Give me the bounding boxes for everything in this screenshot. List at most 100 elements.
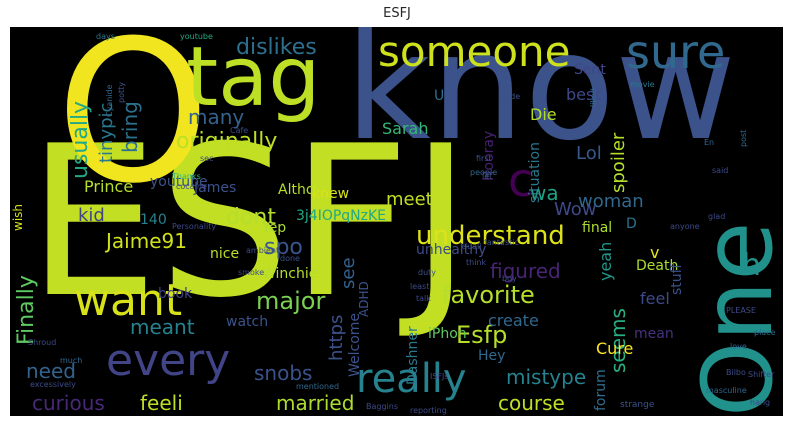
word: ESFJ bbox=[27, 102, 472, 344]
word: Sent bbox=[574, 62, 606, 78]
word: v bbox=[650, 243, 660, 262]
word: Dashner bbox=[405, 326, 421, 385]
word: h bbox=[742, 248, 762, 283]
word: feeli bbox=[140, 391, 183, 415]
word: wa bbox=[530, 181, 559, 205]
word: sure bbox=[626, 27, 726, 79]
word: Baggins bbox=[366, 402, 399, 411]
word: post bbox=[739, 129, 748, 147]
word: glad bbox=[708, 212, 726, 221]
word: PLEASE bbox=[726, 306, 756, 315]
word: mentioned bbox=[296, 382, 340, 391]
word: reporting bbox=[410, 406, 447, 415]
word: best bbox=[566, 85, 601, 104]
word: Hey bbox=[478, 348, 506, 364]
word: favorite bbox=[442, 281, 535, 309]
word: Bilbo bbox=[726, 368, 746, 377]
word: love bbox=[730, 342, 747, 351]
word: iPhon bbox=[428, 326, 467, 342]
word: anyone bbox=[670, 222, 700, 231]
word: situation bbox=[527, 142, 543, 203]
word: youtube bbox=[150, 174, 208, 190]
word: forum bbox=[593, 369, 609, 411]
word: strange bbox=[620, 400, 655, 410]
word: Sarah bbox=[382, 119, 429, 138]
word: first bbox=[476, 154, 492, 163]
word: meet bbox=[386, 189, 433, 210]
word: married bbox=[276, 391, 355, 415]
word: kid bbox=[78, 205, 105, 226]
word: En bbox=[704, 138, 715, 147]
word: mean bbox=[634, 326, 674, 342]
word: Esfp bbox=[456, 321, 508, 349]
word: Shroud bbox=[28, 338, 57, 347]
word: every bbox=[106, 335, 231, 386]
word: liked bbox=[589, 88, 598, 107]
word: Personality bbox=[172, 222, 217, 231]
word: https bbox=[326, 314, 347, 361]
word: 140 bbox=[140, 212, 167, 228]
word: knew bbox=[312, 186, 350, 202]
word: cocaine bbox=[176, 182, 207, 191]
word: U bbox=[434, 88, 445, 104]
word: course bbox=[498, 391, 565, 415]
word: said bbox=[712, 166, 729, 175]
figure-title: ESFJ bbox=[383, 6, 411, 21]
word: dislikes bbox=[236, 35, 317, 60]
word: smoke bbox=[238, 268, 265, 277]
word: James bbox=[194, 180, 237, 196]
word: stuff bbox=[669, 263, 685, 295]
word: understand bbox=[416, 221, 565, 251]
word: potty bbox=[117, 82, 126, 103]
word: want bbox=[74, 275, 183, 326]
word: nice bbox=[210, 246, 240, 262]
word: book bbox=[158, 286, 193, 302]
word: meant bbox=[130, 315, 195, 339]
word: Die bbox=[530, 105, 557, 124]
word: spoiler bbox=[608, 132, 629, 193]
word: c bbox=[508, 153, 534, 207]
word: final bbox=[582, 220, 613, 236]
word: fantastic bbox=[484, 238, 519, 247]
word: bring bbox=[118, 101, 142, 153]
word: Yep bbox=[262, 220, 287, 236]
word: need bbox=[26, 359, 76, 383]
word: least bbox=[410, 282, 430, 291]
word: much bbox=[60, 356, 83, 365]
word: many bbox=[188, 105, 245, 129]
word: days bbox=[96, 32, 115, 41]
word: 3j4IOPqNzKE bbox=[296, 208, 387, 224]
word: Death bbox=[636, 258, 679, 274]
word: major bbox=[256, 287, 326, 315]
word: movie bbox=[630, 80, 655, 89]
word: ambient bbox=[246, 246, 280, 255]
word: Jaime91 bbox=[106, 229, 187, 253]
word: hang bbox=[750, 398, 771, 407]
word: Finally bbox=[14, 275, 39, 345]
word: duty bbox=[418, 268, 437, 277]
word: someone bbox=[378, 27, 571, 76]
word: Welcome bbox=[347, 312, 363, 377]
word: Winchie bbox=[262, 266, 318, 282]
wordcloud-canvas: ESFJ know O One tag someone sure want ev… bbox=[10, 27, 783, 416]
word: ISFJs bbox=[430, 372, 449, 381]
word: Cyanide bbox=[105, 84, 114, 117]
word: woman bbox=[578, 191, 644, 212]
word: wish bbox=[11, 203, 25, 231]
word: tag bbox=[186, 30, 321, 125]
word: boy bbox=[502, 274, 517, 283]
word: Shifter bbox=[748, 370, 775, 379]
word: Cafe bbox=[230, 126, 249, 135]
word: originally bbox=[176, 129, 278, 154]
word: mistype bbox=[506, 365, 587, 389]
word: talk bbox=[416, 294, 431, 303]
word: unhealthy bbox=[416, 242, 487, 258]
word: sec bbox=[200, 154, 214, 163]
word: duali bbox=[462, 242, 482, 251]
word: Prince bbox=[84, 177, 134, 196]
word: see bbox=[338, 257, 359, 289]
word: Altho bbox=[278, 182, 315, 198]
word: place bbox=[754, 328, 776, 337]
word: Cure bbox=[596, 339, 634, 358]
word: let bbox=[482, 172, 493, 181]
